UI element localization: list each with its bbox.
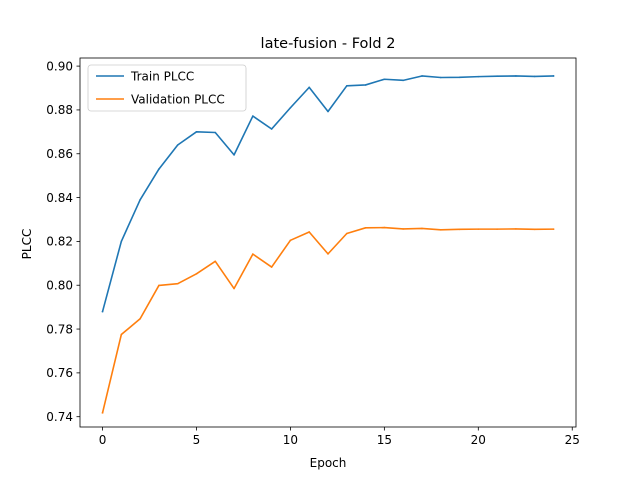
legend-box bbox=[87, 64, 247, 112]
series-1-point bbox=[195, 131, 198, 133]
series-2-point bbox=[176, 282, 179, 285]
series-1-point bbox=[270, 128, 273, 130]
series-1-point bbox=[515, 75, 517, 77]
series-2-point bbox=[139, 317, 141, 320]
x-tick-label: 10 bbox=[283, 433, 298, 447]
y-tick-label: 0.86 bbox=[46, 147, 73, 161]
series-1-point bbox=[439, 76, 442, 79]
series-2-point bbox=[533, 228, 536, 231]
series-1-point bbox=[139, 198, 141, 201]
plot-area: 0 5 10 15 20 25 0.74 0.76 0.78 0.80 0.82 0.84 0.86 0.… bbox=[46, 57, 580, 447]
series-1-point bbox=[345, 85, 348, 87]
series-2-point bbox=[458, 228, 461, 231]
y-tick-label: 0.76 bbox=[46, 366, 73, 380]
series-1-point bbox=[158, 168, 160, 170]
series-1-point bbox=[214, 131, 217, 134]
series-2-point bbox=[252, 253, 254, 255]
series-1-point bbox=[176, 144, 179, 146]
y-tick-label: 0.74 bbox=[46, 410, 73, 424]
series-2-point bbox=[402, 228, 404, 230]
series-1-point bbox=[552, 75, 555, 77]
legend-label: Validation PLCC bbox=[131, 92, 225, 106]
series-1-point bbox=[496, 75, 498, 77]
series-2-point bbox=[477, 228, 480, 230]
series-2-point bbox=[289, 239, 292, 242]
y-tick-label: 0.90 bbox=[46, 59, 73, 73]
series-2-point bbox=[120, 333, 123, 336]
y-tick-label: 0.82 bbox=[46, 235, 73, 249]
series-2-point bbox=[496, 228, 498, 230]
series-2-point bbox=[421, 227, 423, 230]
series-1-point bbox=[402, 79, 404, 82]
x-tick-label: 5 bbox=[193, 433, 201, 447]
series-1-point bbox=[308, 86, 311, 89]
series-1-point bbox=[120, 240, 123, 243]
series-1-point bbox=[383, 78, 386, 81]
series-1-point bbox=[477, 75, 480, 78]
series-1-point bbox=[327, 110, 329, 113]
series-2-point bbox=[270, 266, 273, 268]
series-1-point bbox=[421, 75, 423, 77]
series-2-point bbox=[345, 232, 348, 235]
series-2-point bbox=[364, 227, 367, 229]
series-2-point bbox=[383, 226, 386, 229]
series-2-point bbox=[308, 231, 311, 233]
x-tick-label: 25 bbox=[565, 433, 580, 447]
chart-title: late-fusion - Fold 2 bbox=[261, 36, 396, 52]
y-tick-label: 0.84 bbox=[46, 191, 73, 205]
series-2-point bbox=[327, 253, 329, 255]
x-tick-label: 20 bbox=[471, 433, 486, 447]
series-2-point bbox=[552, 228, 555, 230]
x-axis-label: Epoch bbox=[310, 456, 347, 470]
series-1-point bbox=[101, 310, 104, 313]
series-2-point bbox=[233, 287, 235, 290]
series-2-point bbox=[439, 228, 442, 231]
y-tick-label: 0.88 bbox=[46, 103, 73, 117]
y-tick-label: 0.78 bbox=[46, 322, 73, 336]
series-1-point bbox=[458, 76, 461, 79]
y-tick-label: 0.80 bbox=[46, 279, 73, 293]
series-2-point bbox=[214, 260, 217, 263]
series-2-point bbox=[515, 228, 517, 230]
series-1-point bbox=[533, 75, 536, 78]
x-tick-label: 15 bbox=[377, 433, 392, 447]
axes-frame bbox=[79, 57, 577, 428]
legend-label: Train PLCC bbox=[130, 69, 194, 83]
series-2-point bbox=[195, 273, 198, 275]
y-axis-label: PLCC bbox=[20, 229, 34, 260]
series-2-point bbox=[101, 411, 104, 414]
x-tick-label: 0 bbox=[99, 433, 107, 447]
series-1-point bbox=[252, 115, 254, 117]
series-1-point bbox=[364, 84, 367, 86]
series-1-point bbox=[289, 106, 292, 109]
series-1-point bbox=[233, 154, 235, 156]
series-2-point bbox=[158, 284, 160, 287]
